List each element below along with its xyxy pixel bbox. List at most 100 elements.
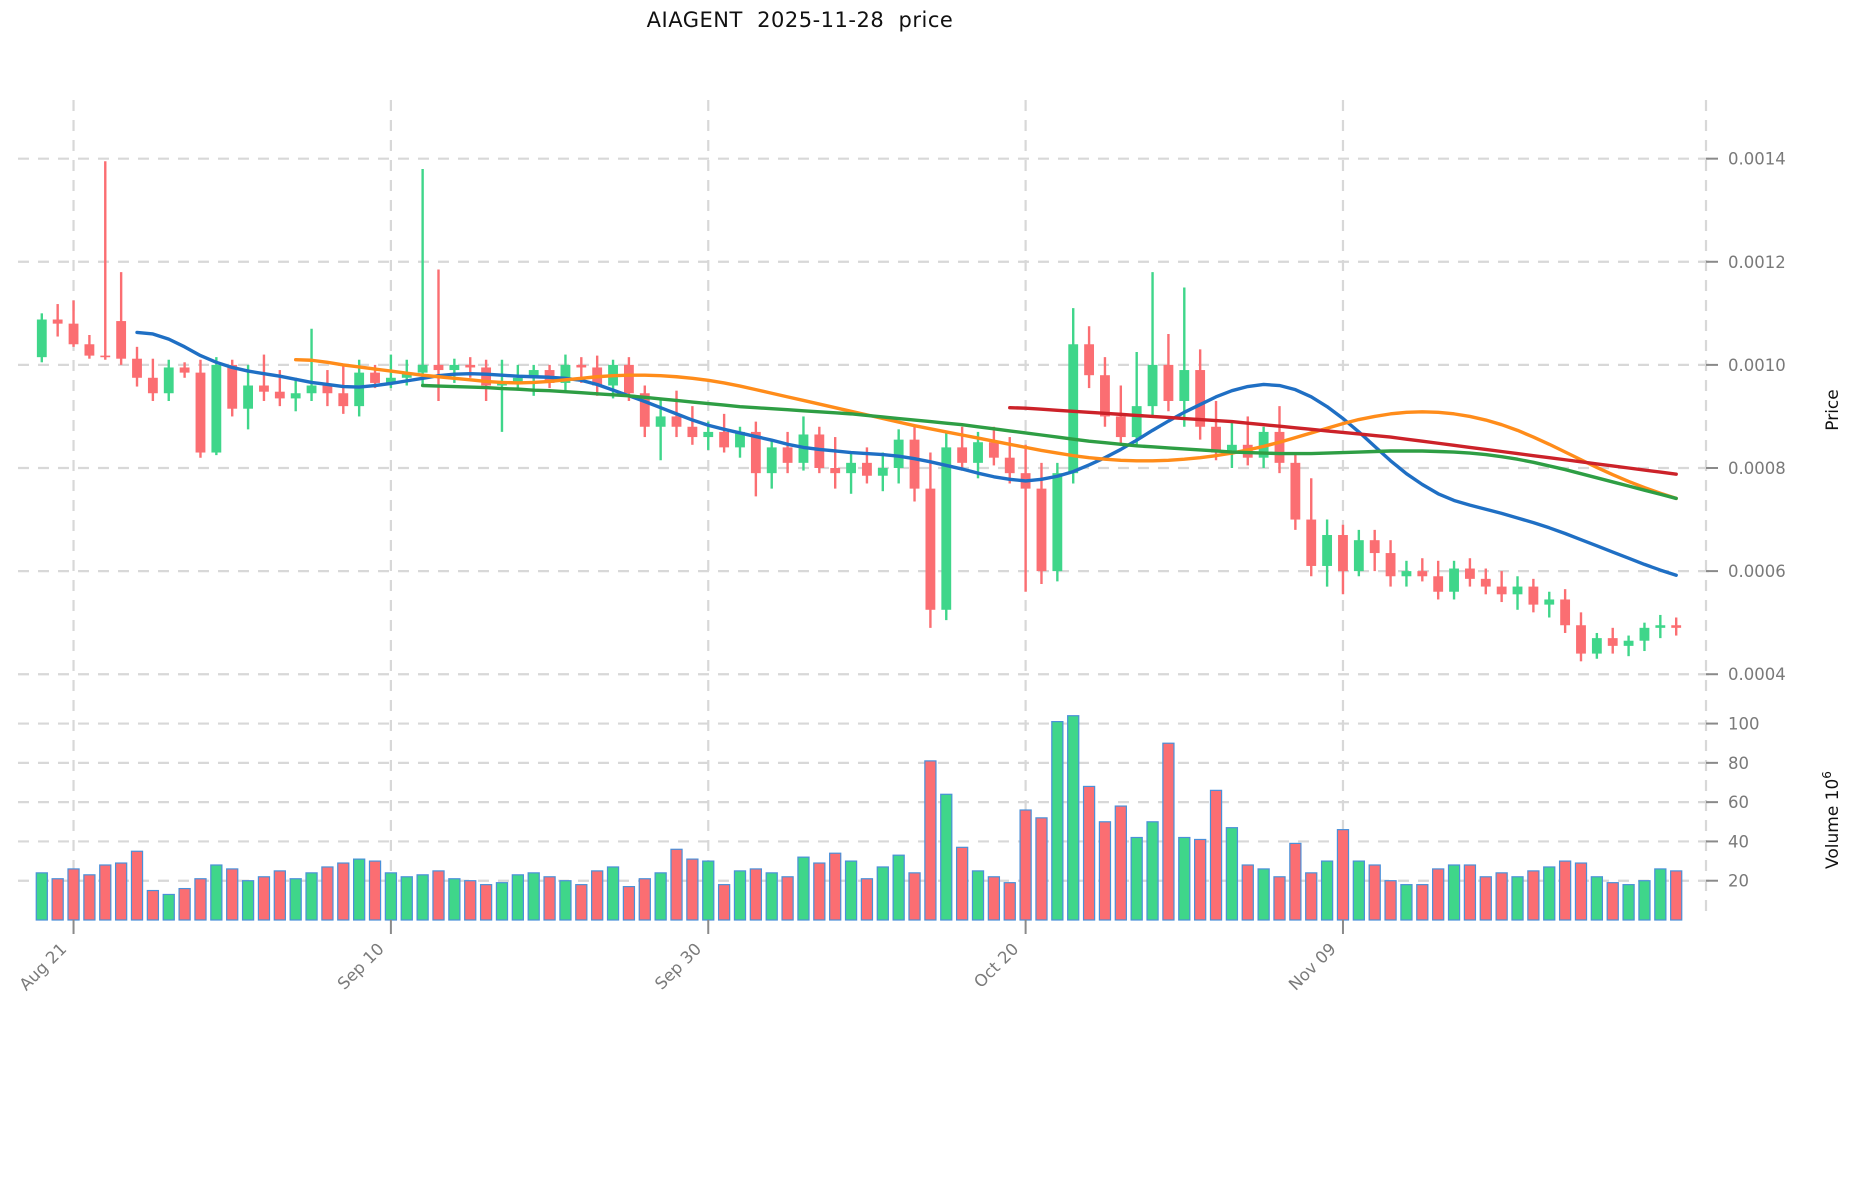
candle-body: [512, 377, 523, 383]
candle-body: [1163, 364, 1174, 401]
date-tick-label: Sep 30: [651, 939, 705, 993]
volume-bar: [1273, 876, 1286, 921]
volume-bar: [527, 872, 540, 921]
volume-bar: [448, 878, 461, 921]
volume-bar: [1257, 868, 1270, 921]
candle-body: [163, 367, 174, 394]
volume-bar: [813, 862, 826, 921]
volume-bar: [321, 866, 334, 921]
volume-bar: [940, 793, 953, 921]
candle-body: [227, 364, 238, 409]
candle-body: [481, 367, 492, 386]
candle-body: [338, 393, 349, 407]
candle-body: [259, 385, 269, 392]
volume-bar: [733, 870, 747, 921]
candle-body: [973, 442, 983, 463]
candle-body: [766, 447, 777, 474]
volume-bar: [1194, 838, 1207, 921]
candle-body: [1480, 578, 1491, 587]
volume-bar: [686, 858, 699, 921]
volume-bar: [464, 880, 477, 921]
volume-bar: [241, 880, 255, 921]
candle-body: [1512, 586, 1523, 595]
volume-bar: [844, 860, 858, 921]
candle-body: [925, 488, 936, 610]
candle-body: [1115, 416, 1126, 438]
candle-body: [687, 426, 698, 438]
volume-bar: [1384, 880, 1397, 921]
price-tick-label: 0.0012: [1728, 253, 1786, 272]
candle-body: [179, 367, 190, 373]
volume-bar: [305, 872, 318, 921]
volume-bar: [765, 872, 778, 921]
candle-body: [370, 372, 380, 383]
volume-bar: [1019, 809, 1032, 921]
candle-body: [1369, 540, 1380, 554]
candle-body: [1560, 599, 1571, 626]
candle-body: [1639, 627, 1650, 641]
volume-bar: [1098, 821, 1112, 921]
candle-body: [1607, 638, 1618, 646]
volume-bar: [702, 860, 715, 921]
candle-body: [846, 462, 856, 474]
candle-body: [957, 447, 968, 463]
candle-body: [877, 468, 888, 476]
volume-bar: [51, 878, 64, 921]
ma-line-ma_xlong: [1008, 405, 1678, 476]
volume-bar: [1035, 817, 1048, 921]
ma-line-ma_long: [420, 383, 1678, 501]
volume-bar: [908, 872, 921, 921]
candle-body: [1068, 344, 1079, 474]
volume-bar: [892, 854, 905, 921]
candle-body: [988, 442, 999, 458]
volume-bar: [543, 876, 556, 921]
volume-tick-label: 100: [1728, 715, 1760, 734]
ma-line-ma_mid: [293, 358, 1678, 501]
volume-bar: [924, 760, 937, 921]
candle-body: [52, 319, 63, 324]
candle-body: [274, 391, 285, 399]
volume-bar: [1289, 842, 1302, 921]
volume-bar: [1209, 789, 1223, 921]
price-tick-label: 0.0014: [1728, 150, 1786, 169]
volume-bar: [1495, 872, 1508, 921]
volume-bar: [368, 860, 382, 921]
candle-body: [655, 416, 666, 427]
date-tick-label: Aug 21: [16, 939, 71, 994]
candle-body: [1274, 431, 1285, 463]
volume-bar: [1352, 860, 1365, 921]
candle-body: [782, 447, 793, 463]
volume-bar: [432, 870, 445, 921]
volume-bar: [1447, 864, 1461, 921]
volume-bar: [1416, 884, 1429, 921]
volume-bar: [353, 858, 366, 921]
volume-bar: [971, 870, 985, 921]
candle-body: [1179, 370, 1190, 401]
candle-body: [735, 431, 745, 448]
candle-body: [1433, 576, 1444, 592]
volume-bar: [1574, 862, 1588, 921]
volume-bar: [860, 878, 874, 921]
volume-bar: [1241, 864, 1254, 921]
volume-bar: [1543, 866, 1556, 921]
candle-body: [132, 358, 142, 378]
volume-bar: [1130, 836, 1143, 921]
volume-bar: [1336, 829, 1350, 921]
candle-body: [465, 364, 476, 368]
candle-body: [211, 364, 222, 453]
axis-titles: Price Volume 106: [1820, 389, 1843, 869]
candle-body: [671, 416, 682, 427]
volume-bar: [495, 882, 509, 921]
volume-bar: [384, 872, 398, 921]
volume-axis-title: Volume 106: [1820, 771, 1843, 869]
candle-body: [354, 372, 365, 407]
volume-bar: [1082, 785, 1096, 921]
price-candlestick-series: [36, 161, 1682, 662]
price-axis-title: Price: [1823, 389, 1843, 430]
volume-bar: [1527, 870, 1540, 921]
candle-body: [1671, 625, 1682, 628]
volume-bar: [67, 868, 80, 921]
candle-body: [433, 364, 444, 371]
candle-body: [385, 377, 396, 383]
